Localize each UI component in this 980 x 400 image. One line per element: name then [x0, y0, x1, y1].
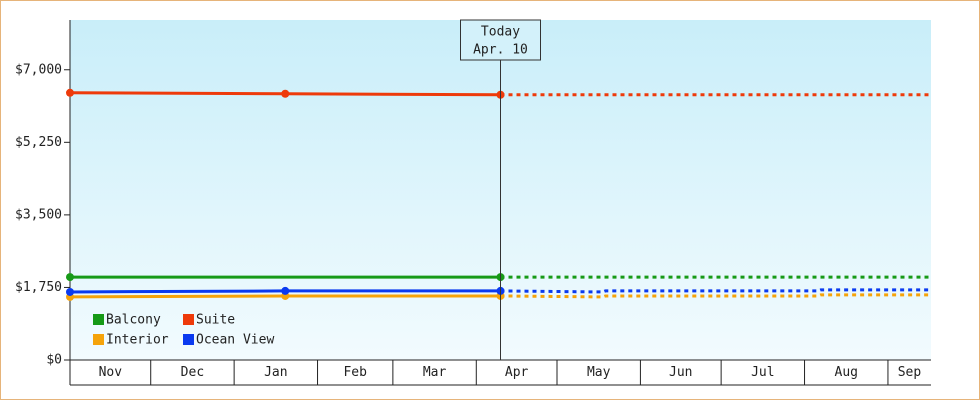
legend-label: Balcony	[106, 313, 161, 328]
point	[66, 88, 74, 97]
point	[281, 89, 290, 98]
legend-swatch	[93, 314, 104, 325]
x-tick-label: Jul	[751, 365, 774, 380]
x-tick-label: May	[587, 365, 611, 380]
legend-label: Suite	[196, 313, 235, 328]
forecast-line	[500, 293, 931, 299]
y-tick-label: $3,500	[15, 207, 62, 222]
y-tick-label: $1,750	[15, 280, 62, 295]
x-tick-label: Jun	[669, 365, 692, 380]
x-tick-label: Apr	[505, 365, 529, 380]
x-tick-label: Mar	[423, 365, 447, 380]
x-tick-label: Feb	[343, 365, 367, 380]
today-box	[460, 19, 541, 61]
x-tick-label: Aug	[835, 365, 858, 380]
legend-swatch	[93, 334, 104, 345]
point	[281, 286, 290, 295]
y-tick-label: $5,250	[15, 135, 62, 150]
x-tick-label: Dec	[181, 365, 204, 380]
legend-label: Interior	[106, 333, 169, 348]
y-tick-label: $7,000	[15, 62, 62, 77]
today-label: Apr. 10	[473, 43, 528, 58]
legend-swatch	[183, 334, 194, 345]
today-label: Today	[481, 25, 520, 40]
x-tick-label: Nov	[99, 365, 123, 380]
point	[66, 287, 74, 296]
legend-swatch	[183, 314, 194, 325]
x-tick-label: Jan	[264, 365, 287, 380]
legend-label: Ocean View	[196, 333, 274, 348]
forecast-line	[500, 288, 931, 294]
x-tick-label: Sep	[898, 365, 922, 380]
y-tick-label: $0	[46, 353, 62, 368]
point	[66, 273, 74, 282]
